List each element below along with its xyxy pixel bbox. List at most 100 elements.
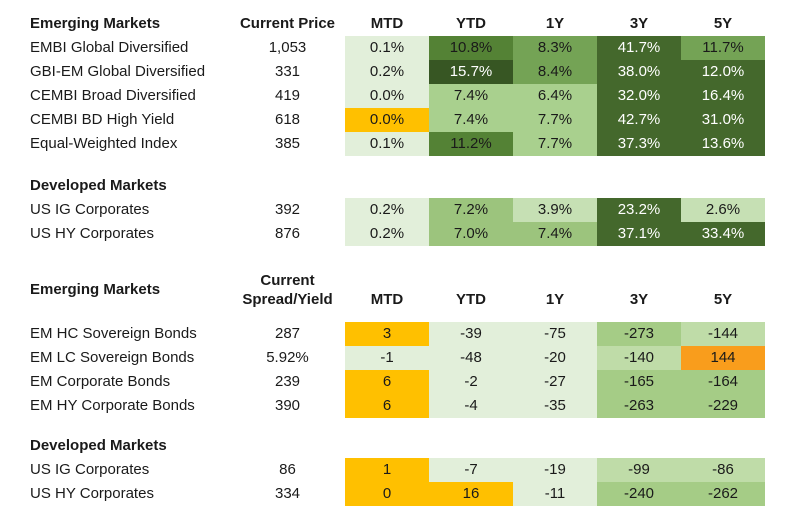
- period-header-3y: 3Y: [629, 15, 649, 32]
- heat-cell: 41.7%: [597, 36, 681, 60]
- row-current-value: 876: [274, 225, 301, 242]
- row-current-value: 385: [274, 135, 301, 152]
- heat-cell: 6.4%: [513, 84, 597, 108]
- period-header-3y: 3Y: [629, 291, 649, 308]
- heat-cell: 6: [345, 394, 429, 418]
- heat-cell: 144: [681, 346, 765, 370]
- heat-cell: 6: [345, 370, 429, 394]
- row-label: EMBI Global Diversified: [30, 39, 189, 56]
- row-current-value: 419: [274, 87, 301, 104]
- spacer: [0, 312, 786, 322]
- row-label: EM HC Sovereign Bonds: [30, 325, 197, 342]
- table-row: US IG Corporates 392 0.2% 7.2% 3.9% 23.2% 2.6%: [0, 198, 786, 222]
- period-header-mtd: MTD: [370, 15, 404, 32]
- heat-cell: 7.4%: [513, 222, 597, 246]
- row-current-value: 390: [274, 397, 301, 414]
- row-label: GBI-EM Global Diversified: [30, 63, 206, 80]
- table-row: EM Corporate Bonds 239 6 -2 -27 -165 -164: [0, 370, 786, 394]
- heat-cell: -273: [597, 322, 681, 346]
- heat-cell: 11.2%: [429, 132, 513, 156]
- heat-cell: -165: [597, 370, 681, 394]
- heat-cell: -144: [681, 322, 765, 346]
- table-row: US HY Corporates 876 0.2% 7.0% 7.4% 37.1% 33.4…: [0, 222, 786, 246]
- table-row: US HY Corporates 334 0 16 -11 -240 -262: [0, 482, 786, 506]
- heat-cell: -39: [429, 322, 513, 346]
- table-row: GBI-EM Global Diversified 331 0.2% 15.7% 8.4…: [0, 60, 786, 84]
- heat-cell: -27: [513, 370, 597, 394]
- heat-cell: 1: [345, 458, 429, 482]
- heat-cell: 10.8%: [429, 36, 513, 60]
- heat-cell: 7.4%: [429, 84, 513, 108]
- period-header-5y: 5Y: [713, 291, 733, 308]
- heat-cell: -35: [513, 394, 597, 418]
- heat-cell: -11: [513, 482, 597, 506]
- row-label: US HY Corporates: [30, 485, 154, 502]
- heat-cell: -164: [681, 370, 765, 394]
- table1-group-developed-label: Developed Markets: [30, 177, 167, 194]
- heat-cell: 8.4%: [513, 60, 597, 84]
- heat-cell: 7.4%: [429, 108, 513, 132]
- row-current-value: 392: [274, 201, 301, 218]
- heat-cell: 0.0%: [345, 108, 429, 132]
- heat-cell: 8.3%: [513, 36, 597, 60]
- heat-cell: 0: [345, 482, 429, 506]
- heat-cell: 0.2%: [345, 60, 429, 84]
- table-row: EM HY Corporate Bonds 390 6 -4 -35 -263 -229: [0, 394, 786, 418]
- row-label: CEMBI Broad Diversified: [30, 87, 196, 104]
- spacer: [0, 418, 786, 434]
- table1-developed-rows: US IG Corporates 392 0.2% 7.2% 3.9% 23.2% 2.6%…: [0, 198, 786, 246]
- table1-current-price-header: Current Price: [239, 15, 336, 32]
- table2-current-spread-header-line1: Current: [260, 272, 315, 289]
- row-current-value: 239: [274, 373, 301, 390]
- row-current-value: 331: [274, 63, 301, 80]
- heat-cell: -240: [597, 482, 681, 506]
- table2-emerging-rows: EM HC Sovereign Bonds 287 3 -39 -75 -273 -144 E…: [0, 322, 786, 418]
- table-row: Equal-Weighted Index 385 0.1% 11.2% 7.7% 37.3…: [0, 132, 786, 156]
- heat-cell: -4: [429, 394, 513, 418]
- row-label: US IG Corporates: [30, 461, 150, 478]
- heat-cell: -75: [513, 322, 597, 346]
- table-row: EMBI Global Diversified 1,053 0.1% 10.8% 8.3…: [0, 36, 786, 60]
- heat-cell: -19: [513, 458, 597, 482]
- heat-cell: 16.4%: [681, 84, 765, 108]
- spacer: [0, 246, 786, 268]
- heat-cell: 37.1%: [597, 222, 681, 246]
- heat-cell: -140: [597, 346, 681, 370]
- heat-cell: 7.7%: [513, 108, 597, 132]
- period-header-5y: 5Y: [713, 15, 733, 32]
- row-label: EM Corporate Bonds: [30, 373, 171, 390]
- heat-cell: 13.6%: [681, 132, 765, 156]
- heat-cell: -262: [681, 482, 765, 506]
- table2-current-spread-header: Current Spread/Yield: [230, 271, 345, 309]
- heat-cell: -229: [681, 394, 765, 418]
- heat-cell: 15.7%: [429, 60, 513, 84]
- table2-group-developed-label: Developed Markets: [30, 437, 167, 454]
- row-label: CEMBI BD High Yield: [30, 111, 175, 128]
- heat-cell: -86: [681, 458, 765, 482]
- heat-cell: -263: [597, 394, 681, 418]
- table1-group-emerging-label: Emerging Markets: [30, 15, 161, 32]
- period-header-mtd: MTD: [370, 291, 404, 308]
- row-current-value: 287: [274, 325, 301, 342]
- period-header-ytd: YTD: [456, 291, 486, 308]
- period-header-1y: 1Y: [545, 15, 565, 32]
- period-header-ytd: YTD: [456, 15, 486, 32]
- table1-developed-header-row: Developed Markets: [0, 174, 786, 198]
- heat-cell: 0.2%: [345, 222, 429, 246]
- heat-cell: 23.2%: [597, 198, 681, 222]
- heat-cell: 3.9%: [513, 198, 597, 222]
- heat-cell: 32.0%: [597, 84, 681, 108]
- heat-cell: 0.1%: [345, 36, 429, 60]
- heat-cell: 7.7%: [513, 132, 597, 156]
- row-current-value: 86: [279, 461, 296, 478]
- heat-cell: 42.7%: [597, 108, 681, 132]
- heat-cell: 7.2%: [429, 198, 513, 222]
- table-row: EM HC Sovereign Bonds 287 3 -39 -75 -273 -144: [0, 322, 786, 346]
- table-row: US IG Corporates 86 1 -7 -19 -99 -86: [0, 458, 786, 482]
- heat-cell: 0.2%: [345, 198, 429, 222]
- row-label: EM HY Corporate Bonds: [30, 397, 195, 414]
- table2-developed-header-row: Developed Markets: [0, 434, 786, 458]
- heat-cell: -1: [345, 346, 429, 370]
- row-current-value: 618: [274, 111, 301, 128]
- heat-cell: 38.0%: [597, 60, 681, 84]
